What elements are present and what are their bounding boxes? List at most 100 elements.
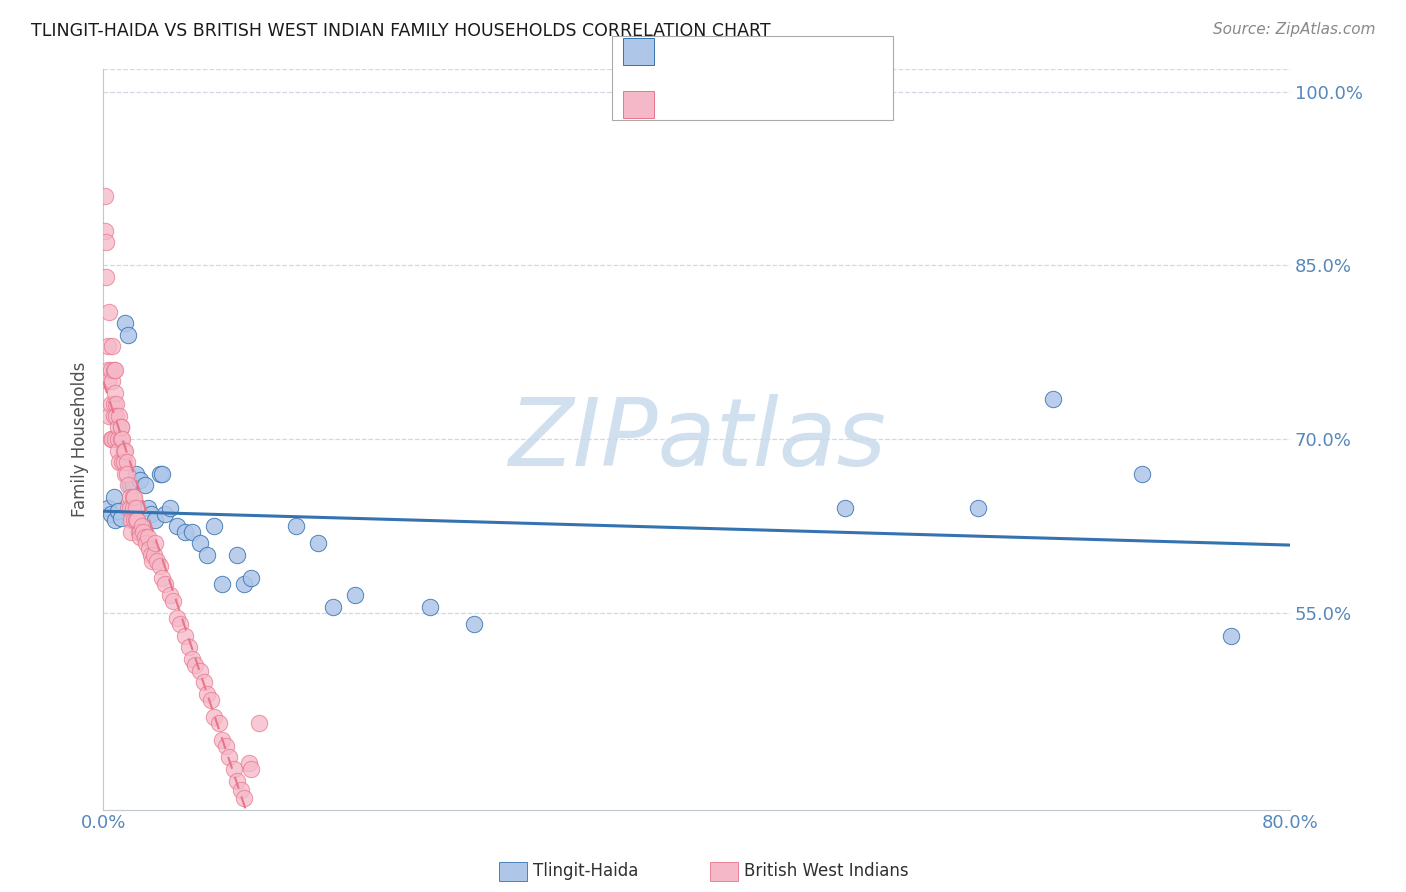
Text: TLINGIT-HAIDA VS BRITISH WEST INDIAN FAMILY HOUSEHOLDS CORRELATION CHART: TLINGIT-HAIDA VS BRITISH WEST INDIAN FAM…: [31, 22, 770, 40]
Point: [105, 409, 128, 423]
Point: [152, 571, 174, 585]
Point: [141, 553, 163, 567]
Point: [118, 501, 141, 516]
Point: [104, 513, 127, 527]
Point: [135, 536, 157, 550]
Point: [132, 524, 155, 539]
Point: [108, 455, 131, 469]
Point: [107, 432, 129, 446]
Point: [101, 339, 124, 353]
Point: [129, 473, 152, 487]
Point: [97, 362, 120, 376]
Point: [139, 548, 162, 562]
Text: R =  0.093   N = 93: R = 0.093 N = 93: [662, 95, 838, 113]
Text: Source: ZipAtlas.com: Source: ZipAtlas.com: [1212, 22, 1375, 37]
Point: [101, 432, 124, 446]
Point: [139, 508, 162, 522]
Point: [112, 455, 135, 469]
Point: [834, 501, 856, 516]
Point: [463, 617, 485, 632]
Point: [225, 773, 247, 788]
Point: [159, 501, 181, 516]
Point: [136, 501, 159, 516]
Point: [98, 304, 121, 318]
Point: [107, 420, 129, 434]
Point: [105, 397, 128, 411]
Point: [129, 524, 152, 539]
Point: [181, 524, 204, 539]
Point: [195, 548, 218, 562]
Point: [110, 420, 132, 434]
Point: [111, 432, 134, 446]
Point: [98, 409, 121, 423]
Point: [225, 548, 247, 562]
Point: [1130, 467, 1153, 481]
Point: [229, 782, 252, 797]
Point: [117, 501, 139, 516]
Point: [222, 762, 245, 776]
Text: ZIPatlas: ZIPatlas: [508, 393, 886, 484]
Point: [118, 490, 141, 504]
Point: [125, 513, 148, 527]
Point: [117, 478, 139, 492]
Point: [117, 327, 139, 342]
Point: [111, 455, 134, 469]
Point: [152, 467, 174, 481]
Point: [97, 501, 120, 516]
Point: [108, 409, 131, 423]
Point: [110, 420, 132, 434]
Point: [121, 501, 143, 516]
Point: [233, 791, 256, 805]
Point: [240, 762, 263, 776]
Point: [93, 224, 115, 238]
Point: [103, 362, 125, 376]
Point: [93, 189, 115, 203]
Point: [100, 397, 122, 411]
Point: [238, 756, 260, 771]
Point: [118, 478, 141, 492]
Point: [143, 536, 166, 550]
Point: [307, 536, 329, 550]
Point: [967, 501, 990, 516]
Point: [103, 397, 125, 411]
Point: [104, 362, 127, 376]
Point: [138, 541, 160, 556]
Text: British West Indians: British West Indians: [744, 863, 908, 880]
Point: [195, 687, 218, 701]
Point: [136, 531, 159, 545]
Point: [188, 664, 211, 678]
Point: [142, 548, 165, 562]
Point: [148, 559, 170, 574]
Point: [193, 675, 215, 690]
Point: [1042, 392, 1064, 406]
Point: [110, 432, 132, 446]
Point: [110, 510, 132, 524]
Point: [344, 588, 367, 602]
Point: [134, 531, 156, 545]
Text: Tlingit-Haida: Tlingit-Haida: [533, 863, 638, 880]
Point: [155, 508, 177, 522]
Point: [115, 467, 138, 481]
Point: [1219, 629, 1241, 643]
Point: [125, 501, 148, 516]
Point: [155, 576, 177, 591]
Point: [202, 519, 225, 533]
Point: [114, 467, 136, 481]
Point: [120, 513, 142, 527]
Point: [114, 443, 136, 458]
Point: [104, 385, 127, 400]
Point: [184, 657, 207, 672]
Point: [200, 692, 222, 706]
Point: [188, 536, 211, 550]
Point: [127, 513, 149, 527]
Point: [124, 490, 146, 504]
Point: [121, 490, 143, 504]
Point: [173, 524, 195, 539]
Point: [100, 362, 122, 376]
Point: [131, 519, 153, 533]
Point: [112, 443, 135, 458]
Point: [107, 504, 129, 518]
Point: [104, 432, 127, 446]
Point: [215, 739, 238, 753]
Point: [148, 467, 170, 481]
